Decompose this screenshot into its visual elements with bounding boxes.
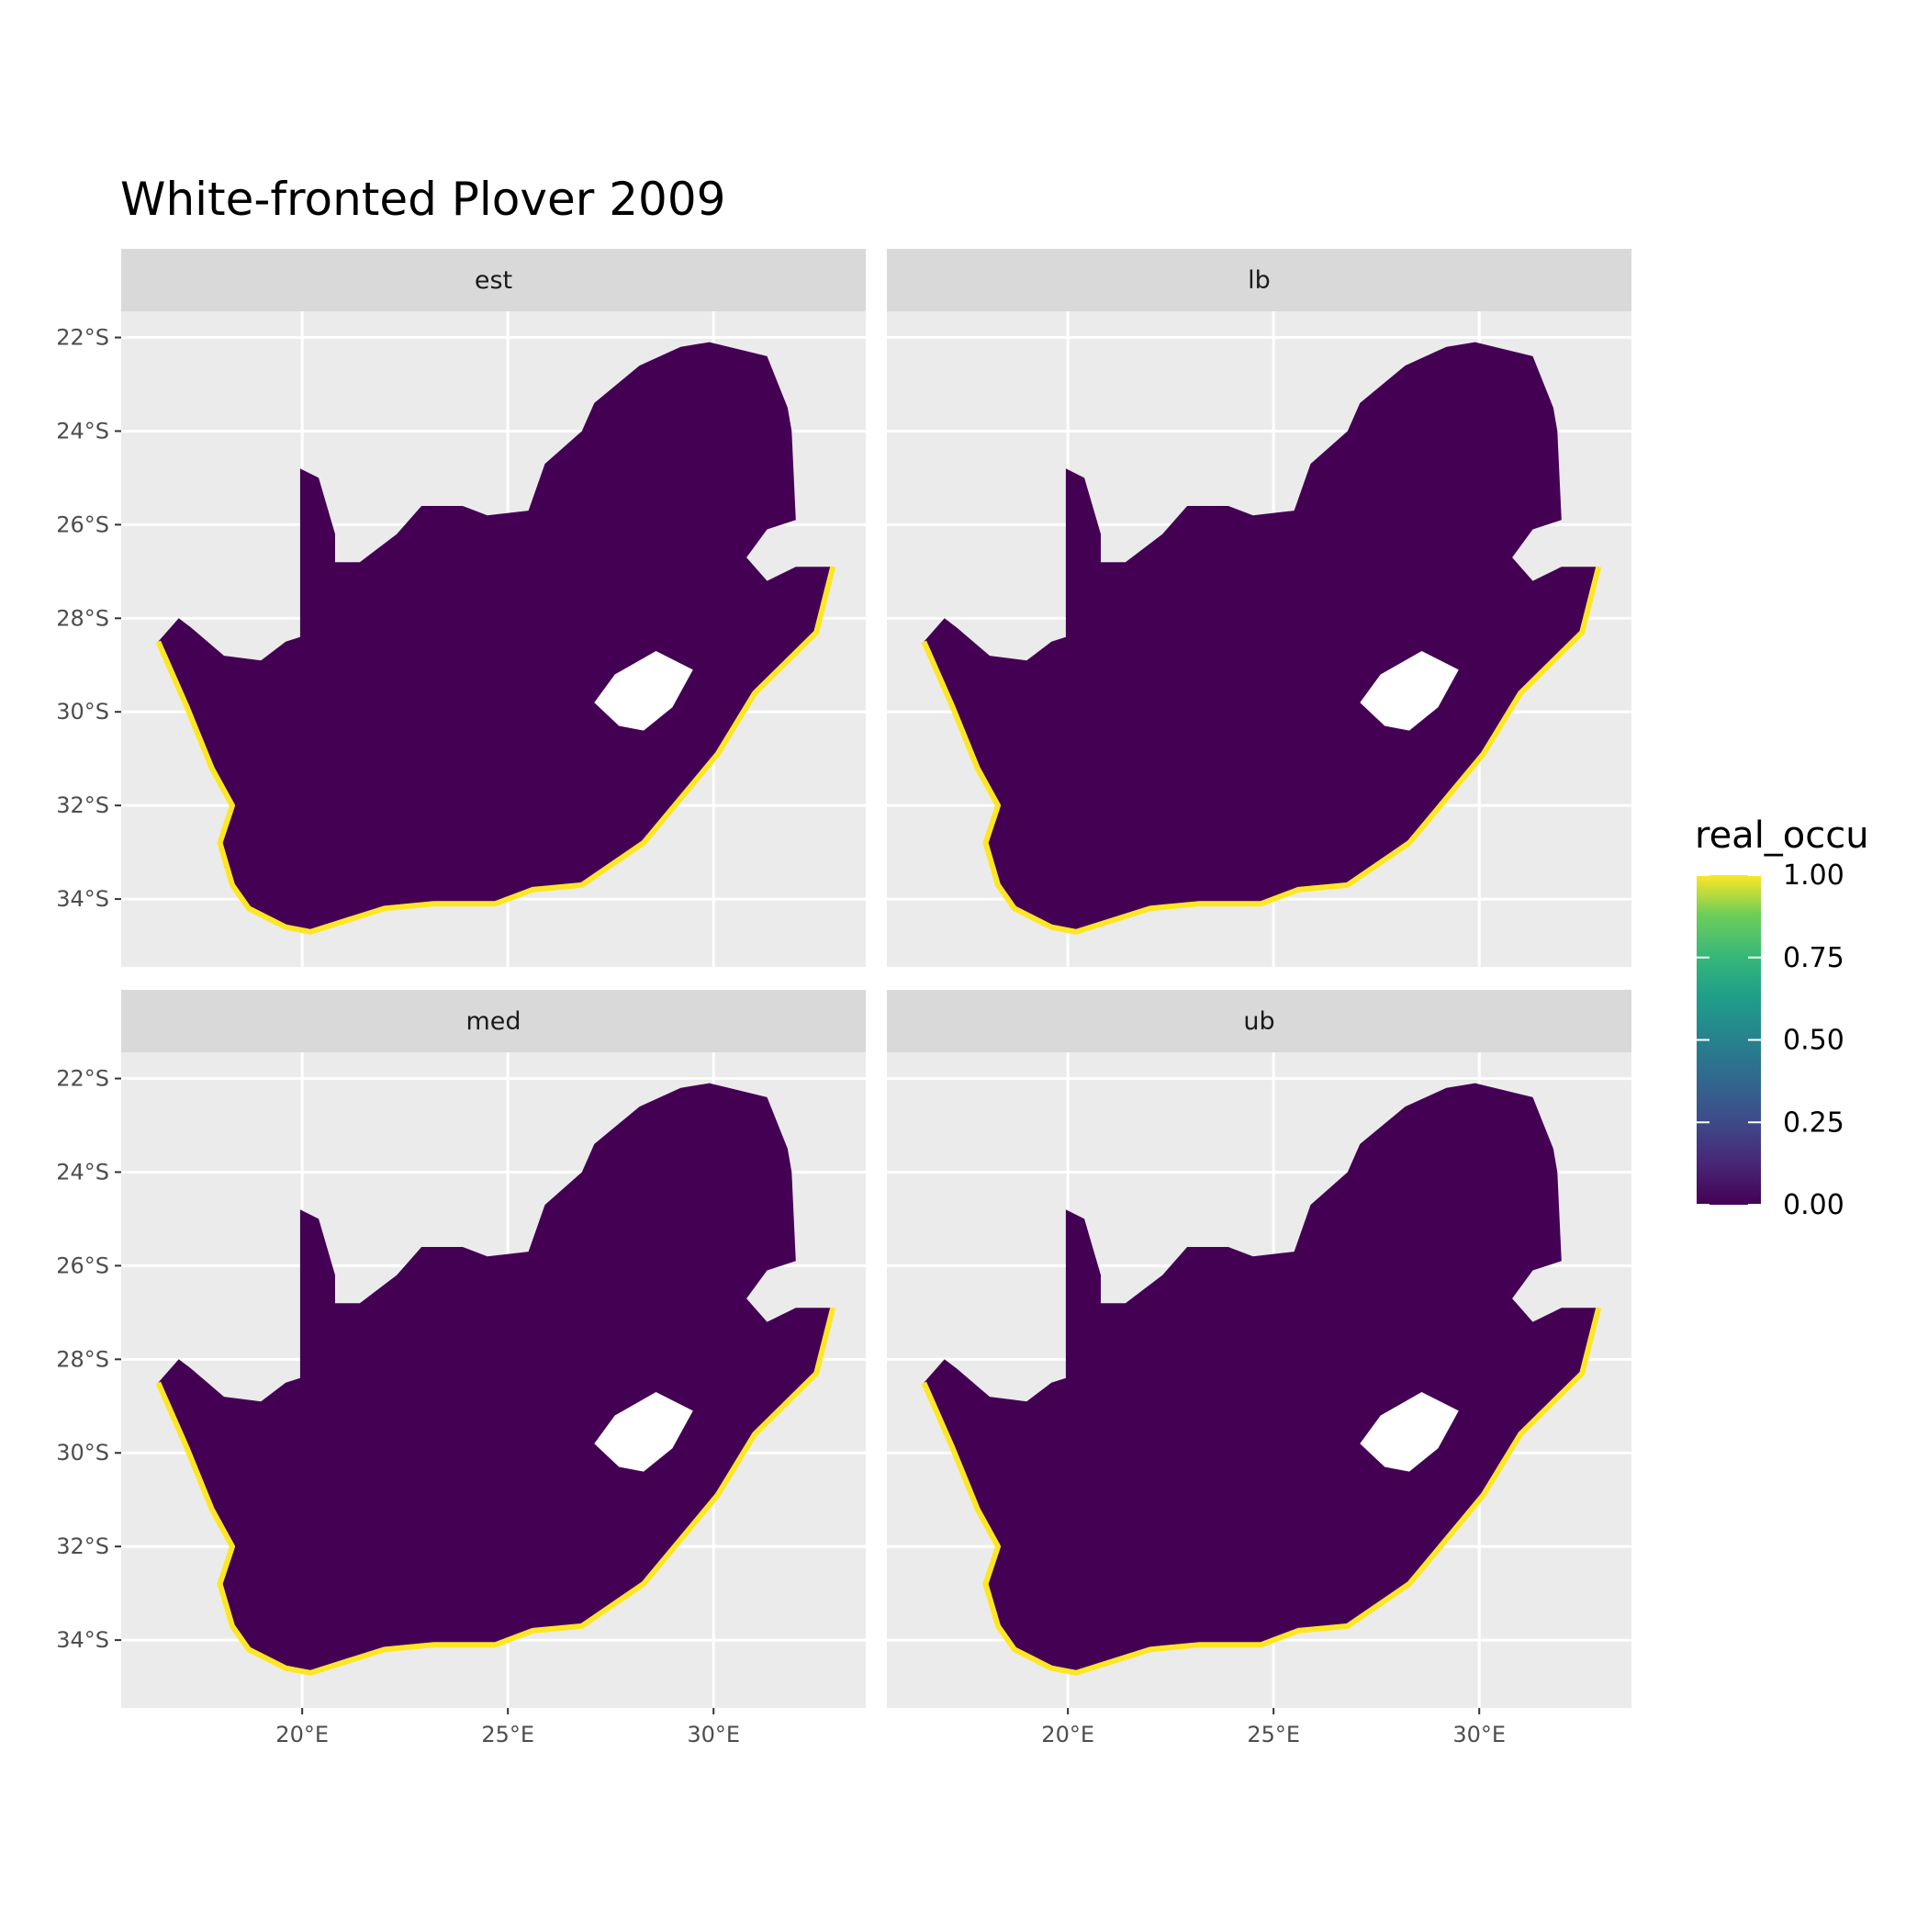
x-tick-label: 30°E xyxy=(687,1722,740,1747)
y-tick-label: 26°S xyxy=(56,1252,109,1278)
facet-label: med xyxy=(465,1007,521,1036)
legend-tick-label: 0.75 xyxy=(1783,942,1844,974)
y-tick-label: 30°S xyxy=(56,1440,109,1466)
y-tick-label: 22°S xyxy=(56,325,109,351)
y-tick-label: 28°S xyxy=(56,1346,109,1372)
lesotho-gap xyxy=(594,651,693,731)
legend-tick-label: 0.00 xyxy=(1783,1189,1844,1221)
facet-strip xyxy=(121,249,866,311)
y-tick-label: 32°S xyxy=(56,1533,109,1559)
coastal-high-occupancy xyxy=(155,1307,836,1676)
y-tick-label: 30°S xyxy=(56,699,109,724)
occupancy-raster-est xyxy=(158,342,834,932)
facet-label: est xyxy=(475,266,512,295)
y-tick-label: 22°S xyxy=(56,1066,109,1092)
legend-tick-label: 1.00 xyxy=(1783,859,1844,892)
legend-tick-label: 0.25 xyxy=(1783,1106,1844,1139)
legend: real_occu 1.00 0.75 0.50 0.25 0.00 xyxy=(1695,814,1869,1221)
occupancy-raster-ub xyxy=(924,1083,1599,1673)
facet-strip xyxy=(887,990,1631,1052)
y-tick-label: 28°S xyxy=(56,605,109,631)
facet-label: ub xyxy=(1243,1007,1274,1036)
coastal-high-occupancy xyxy=(921,566,1602,935)
y-tick-label: 34°S xyxy=(56,886,109,912)
x-tick-label: 25°E xyxy=(481,1722,534,1747)
legend-tick-label: 0.50 xyxy=(1783,1025,1844,1057)
facet-panel-lb: lb xyxy=(887,249,1631,967)
coastal-high-occupancy xyxy=(155,566,836,935)
facet-strip xyxy=(121,990,866,1052)
y-tick-label: 26°S xyxy=(56,511,109,537)
y-tick-label: 24°S xyxy=(56,1159,109,1185)
legend-title: real_occu xyxy=(1695,814,1869,857)
lesotho-gap xyxy=(1360,651,1459,731)
x-tick-label: 25°E xyxy=(1247,1722,1300,1747)
y-tick-label: 24°S xyxy=(56,418,109,444)
occupancy-raster-lb xyxy=(924,342,1599,932)
facet-panel-est: est 22°S 24°S 26°S 28°S 30°S 32°S 34°S xyxy=(56,249,866,967)
y-tick-label: 34°S xyxy=(56,1627,109,1653)
coastal-high-occupancy xyxy=(921,1307,1602,1676)
x-tick-label: 20°E xyxy=(275,1722,329,1747)
facet-label: lb xyxy=(1248,266,1271,295)
x-tick-label: 20°E xyxy=(1041,1722,1094,1747)
facet-strip xyxy=(887,249,1631,311)
lesotho-gap xyxy=(594,1392,693,1472)
chart-title: White-fronted Plover 2009 xyxy=(120,173,725,226)
facet-panel-med: med 22°S 24°S 26°S 28°S 30°S 32°S 34°S 20°E 25°E 3… xyxy=(56,990,866,1747)
lesotho-gap xyxy=(1360,1392,1459,1472)
facet-panel-ub: ub 20°E 25°E 30°E xyxy=(887,990,1631,1747)
occupancy-raster-med xyxy=(158,1083,834,1673)
y-tick-label: 32°S xyxy=(56,792,109,818)
x-tick-label: 30°E xyxy=(1452,1722,1506,1747)
